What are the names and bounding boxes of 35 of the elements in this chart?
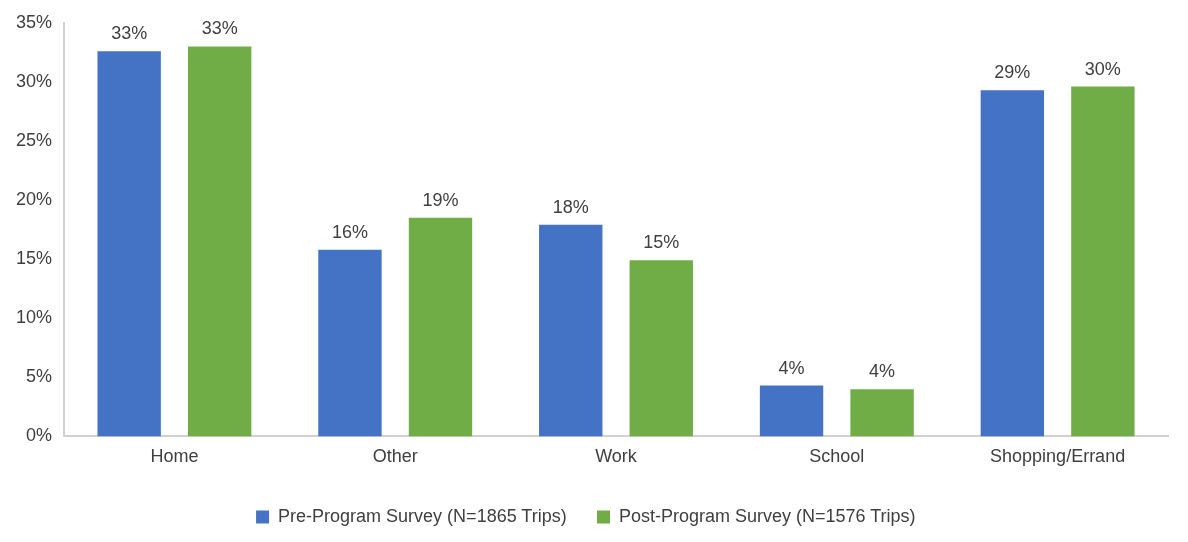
y-tick-label: 20% (16, 189, 53, 210)
data-label: 19% (422, 189, 459, 210)
bar (629, 260, 693, 437)
bar (759, 385, 824, 437)
x-tick-label: School (809, 446, 865, 467)
data-label: 29% (994, 62, 1031, 83)
y-tick-label: 5% (26, 366, 53, 387)
bar (97, 51, 161, 437)
bar (980, 90, 1045, 437)
x-tick-label: Shopping/Errand (990, 446, 1126, 467)
bar (1071, 86, 1135, 437)
data-label: 4% (869, 361, 896, 382)
bar (188, 46, 252, 437)
x-tick-label: Other (372, 446, 418, 467)
legend-label: Post-Program Survey (N=1576 Trips) (619, 505, 916, 526)
y-tick-label: 10% (16, 307, 53, 328)
legend-label: Pre-Program Survey (N=1865 Trips) (278, 505, 567, 526)
bar (539, 224, 603, 437)
bar (318, 249, 382, 437)
data-label: 15% (643, 232, 680, 253)
data-label: 33% (111, 23, 148, 44)
x-tick-label: Work (595, 446, 638, 467)
y-tick-label: 0% (26, 425, 53, 446)
data-label: 30% (1084, 58, 1121, 79)
data-label: 16% (331, 221, 368, 242)
data-label: 4% (778, 357, 805, 378)
data-label: 18% (552, 196, 589, 217)
y-tick-label: 30% (16, 70, 53, 91)
data-label: 33% (201, 18, 238, 39)
y-tick-label: 25% (16, 129, 53, 150)
bar (850, 389, 914, 437)
x-tick-label: Home (150, 446, 199, 467)
y-tick-label: 15% (16, 248, 53, 269)
y-tick-label: 35% (16, 11, 53, 32)
bar (408, 217, 473, 437)
